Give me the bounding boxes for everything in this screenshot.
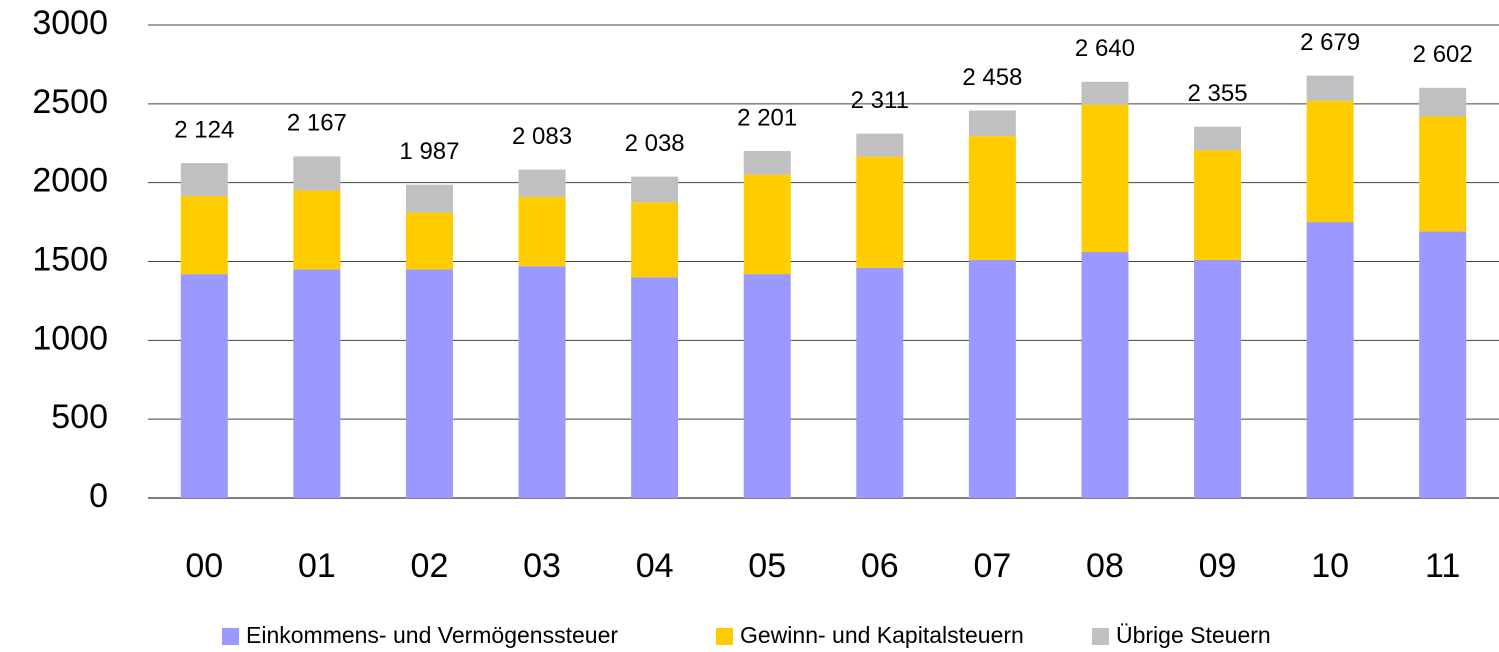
legend-label: Einkommens- und Vermögenssteuer xyxy=(246,622,618,648)
x-tick-label: 05 xyxy=(748,547,786,585)
bar-segment xyxy=(631,202,679,278)
bar-segment xyxy=(1081,104,1129,253)
y-tick-label: 1500 xyxy=(32,240,108,278)
bar-segment xyxy=(405,184,453,213)
bar-segment xyxy=(968,110,1016,137)
x-tick-label: 08 xyxy=(1086,547,1124,585)
total-label: 2 355 xyxy=(1188,80,1248,107)
bar-segment xyxy=(1306,100,1354,223)
bar-segment xyxy=(1081,81,1129,105)
x-tick-label: 03 xyxy=(523,547,561,585)
bar-segment xyxy=(293,190,341,270)
x-tick-label: 00 xyxy=(185,547,223,585)
y-tick-label: 3000 xyxy=(32,4,108,42)
x-tick-label: 11 xyxy=(1425,547,1460,585)
legend-swatch xyxy=(716,628,733,645)
legend-swatch xyxy=(222,628,239,645)
bar-segment xyxy=(518,266,566,498)
x-tick-label: 02 xyxy=(411,547,449,585)
bar-segment xyxy=(1306,75,1354,101)
total-label: 2 602 xyxy=(1413,41,1473,68)
total-label: 2 640 xyxy=(1075,35,1135,62)
total-label: 2 201 xyxy=(737,104,797,131)
bar-segment xyxy=(180,163,228,197)
total-label: 2 038 xyxy=(625,130,685,157)
bar-segment xyxy=(743,274,791,498)
bar-segment xyxy=(1194,126,1242,151)
bar-segment xyxy=(405,212,453,270)
bar-segment xyxy=(293,269,341,498)
bar-segment xyxy=(856,267,904,498)
bar-segment xyxy=(1194,259,1242,498)
bar-segment xyxy=(518,169,566,197)
total-label: 2 679 xyxy=(1300,29,1360,56)
bar-segment xyxy=(180,274,228,498)
bar-segment xyxy=(968,259,1016,498)
bar-segment xyxy=(1081,252,1129,498)
bar-segment xyxy=(631,277,679,498)
x-tick-label: 04 xyxy=(636,547,674,585)
y-tick-label: 2500 xyxy=(32,83,108,121)
bar-segment xyxy=(1306,222,1354,499)
legend-label: Gewinn- und Kapitalsteuern xyxy=(740,622,1024,648)
bar-segment xyxy=(856,156,904,268)
total-label: 2 167 xyxy=(287,110,347,137)
total-label: 2 124 xyxy=(174,116,234,143)
bar-segment xyxy=(405,269,453,498)
legend-label: Übrige Steuern xyxy=(1116,622,1271,648)
bar-segment xyxy=(856,133,904,157)
total-label: 1 987 xyxy=(399,138,459,165)
y-tick-label: 1000 xyxy=(32,319,108,357)
total-label: 2 083 xyxy=(512,123,572,150)
y-tick-label: 2000 xyxy=(32,162,108,200)
bar-segment xyxy=(518,196,566,267)
bar-segment xyxy=(1194,150,1242,260)
x-tick-label: 10 xyxy=(1311,547,1349,585)
x-tick-label: 01 xyxy=(298,547,336,585)
total-label: 2 311 xyxy=(851,87,909,114)
x-tick-label: 06 xyxy=(861,547,899,585)
bar-segment xyxy=(743,150,791,175)
bar-segment xyxy=(293,156,341,191)
bar-segment xyxy=(743,174,791,275)
bar-segment xyxy=(1419,87,1467,117)
x-tick-label: 07 xyxy=(973,547,1011,585)
bar-segment xyxy=(1419,116,1467,232)
x-tick-label: 09 xyxy=(1199,547,1237,585)
y-tick-label: 0 xyxy=(89,477,108,515)
bar-segment xyxy=(968,136,1016,260)
y-tick-label: 500 xyxy=(51,398,108,436)
legend-swatch xyxy=(1092,628,1109,645)
total-label: 2 458 xyxy=(962,64,1022,91)
bar-segment xyxy=(1419,231,1467,498)
bar-segment xyxy=(180,196,228,275)
bar-segment xyxy=(631,176,679,203)
